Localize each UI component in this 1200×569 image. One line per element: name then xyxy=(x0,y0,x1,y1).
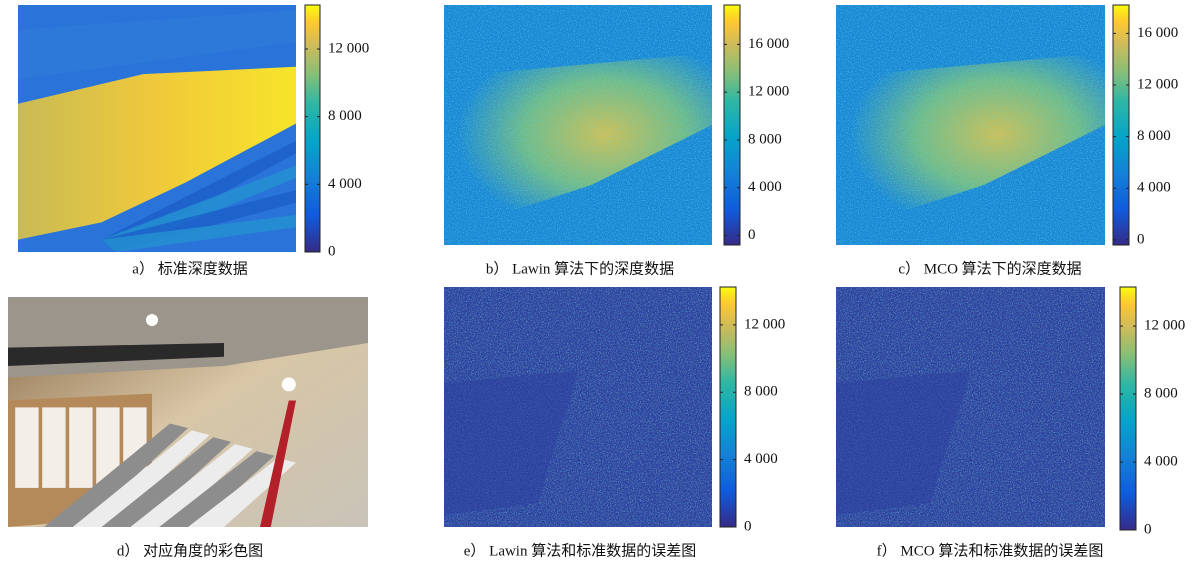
seat-row xyxy=(72,430,210,527)
image xyxy=(444,287,712,527)
seat-row xyxy=(188,458,296,527)
screen xyxy=(42,407,66,488)
tick-label: 16 000 xyxy=(748,36,789,52)
tick-label: 12 000 xyxy=(1137,76,1178,92)
tick-label: 0 xyxy=(744,518,752,534)
caption: f） MCO 算法和标准数据的误差图 xyxy=(877,541,1104,559)
colorbar xyxy=(1119,286,1137,531)
image xyxy=(836,287,1105,527)
caption: e） Lawin 算法和标准数据的误差图 xyxy=(464,541,696,559)
colorbar xyxy=(304,4,321,253)
tick-label: 0 xyxy=(1137,231,1145,247)
colorbar xyxy=(1112,4,1130,246)
tick-label: 16 000 xyxy=(1137,25,1178,41)
tick-label: 12 000 xyxy=(328,40,369,56)
tick-label: 4 000 xyxy=(744,451,778,467)
caption: c） MCO 算法下的深度数据 xyxy=(898,259,1081,277)
tick-label: 8 000 xyxy=(748,131,782,147)
tick-label: 8 000 xyxy=(1144,385,1178,401)
tick-label: 8 000 xyxy=(328,108,362,124)
image xyxy=(18,5,297,252)
image xyxy=(836,5,1105,245)
truss xyxy=(8,343,224,366)
image xyxy=(8,297,368,527)
seat-row xyxy=(101,437,232,527)
tick-label: 4 000 xyxy=(748,179,782,195)
caption: d） 对应角度的彩色图 xyxy=(117,541,263,559)
light xyxy=(146,314,158,326)
screen xyxy=(15,407,39,488)
tick-label: 0 xyxy=(328,243,336,259)
tick-label: 4 000 xyxy=(328,176,362,192)
tick-label: 12 000 xyxy=(1144,318,1185,334)
colorbar xyxy=(723,4,741,246)
tick-label: 4 000 xyxy=(1137,180,1171,196)
screen xyxy=(69,407,93,488)
rail xyxy=(260,400,296,527)
colorbar xyxy=(719,286,737,528)
caption: b） Lawin 算法下的深度数据 xyxy=(486,259,674,277)
tick-label: 12 000 xyxy=(744,316,785,332)
seat-row xyxy=(159,451,275,527)
tick-label: 12 000 xyxy=(748,84,789,100)
screen xyxy=(96,407,120,488)
caption: a） 标准深度数据 xyxy=(132,260,247,277)
near-region xyxy=(18,66,296,240)
stripe xyxy=(101,214,297,252)
speckle xyxy=(836,5,1105,245)
tick-label: 0 xyxy=(1144,521,1152,537)
tick-label: 0 xyxy=(748,227,756,243)
tick-label: 8 000 xyxy=(1137,128,1171,144)
seat-row xyxy=(130,444,253,527)
speckle xyxy=(444,5,712,245)
dark-area xyxy=(444,371,578,515)
dark-area xyxy=(836,371,971,515)
ceiling xyxy=(18,9,296,80)
seat-row xyxy=(44,423,188,527)
tick-label: 4 000 xyxy=(1144,453,1178,469)
tick-label: 8 000 xyxy=(744,384,778,400)
light xyxy=(281,377,296,392)
image xyxy=(444,5,712,245)
